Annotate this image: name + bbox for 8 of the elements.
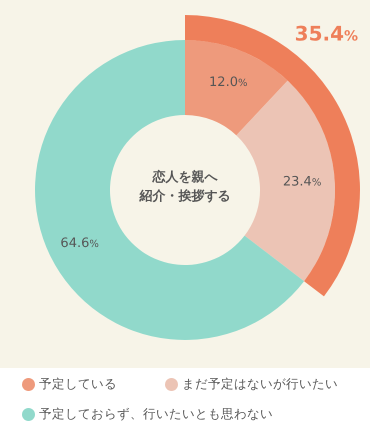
legend-label: まだ予定はないが行いたい bbox=[182, 376, 338, 393]
legend-label: 予定している bbox=[39, 376, 117, 393]
data-label: 12.0% bbox=[209, 74, 248, 90]
data-label: 64.6% bbox=[60, 236, 99, 252]
data-label: 23.4% bbox=[282, 174, 322, 190]
text: 恋人を親へ紹介・挨拶する bbox=[138, 168, 232, 206]
data-label: 35.4% bbox=[294, 21, 358, 46]
legend-label: 予定しておらず、行いたいとも思わない bbox=[39, 406, 273, 423]
